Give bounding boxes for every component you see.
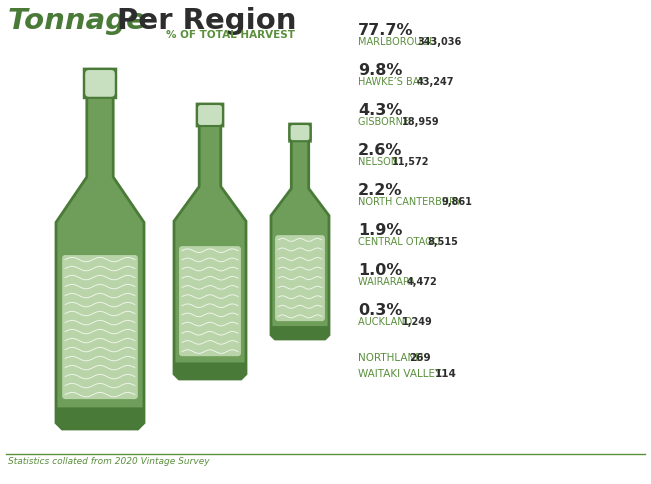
Polygon shape — [271, 125, 329, 339]
Text: Per Region: Per Region — [117, 7, 296, 35]
Text: GISBORNE: GISBORNE — [358, 117, 412, 127]
Text: NORTHLAND: NORTHLAND — [358, 352, 426, 362]
Text: WAIRARAPA: WAIRARAPA — [358, 276, 418, 287]
Polygon shape — [174, 363, 246, 379]
Text: HAWKE’S BAY: HAWKE’S BAY — [358, 77, 428, 87]
Text: 43,247: 43,247 — [417, 77, 454, 87]
Text: 2.2%: 2.2% — [358, 182, 402, 197]
Text: CENTRAL OTAGO: CENTRAL OTAGO — [358, 237, 443, 246]
Text: 4,472: 4,472 — [407, 276, 437, 287]
Text: 9.8%: 9.8% — [358, 63, 402, 78]
Text: 1,249: 1,249 — [402, 317, 433, 326]
Text: 2.6%: 2.6% — [358, 143, 402, 158]
Text: 77.7%: 77.7% — [358, 23, 413, 38]
Text: 114: 114 — [436, 368, 457, 378]
FancyBboxPatch shape — [179, 247, 241, 356]
Text: 8,515: 8,515 — [427, 237, 458, 246]
FancyBboxPatch shape — [84, 70, 116, 99]
Text: 343,036: 343,036 — [417, 37, 462, 47]
Text: WAITAKI VALLEY: WAITAKI VALLEY — [358, 368, 445, 378]
Text: 4.3%: 4.3% — [358, 103, 402, 118]
Text: 0.3%: 0.3% — [358, 302, 402, 318]
Text: Statistics collated from 2020 Vintage Survey: Statistics collated from 2020 Vintage Su… — [8, 456, 210, 465]
Text: Tonnage: Tonnage — [8, 7, 156, 35]
Text: 9,861: 9,861 — [442, 197, 473, 207]
Text: AUCKLAND: AUCKLAND — [358, 317, 415, 326]
Text: NELSON: NELSON — [358, 157, 401, 166]
Polygon shape — [56, 408, 144, 429]
Text: 1.0%: 1.0% — [358, 262, 402, 277]
Polygon shape — [174, 105, 246, 379]
Text: 1.9%: 1.9% — [358, 223, 402, 238]
Text: 11,572: 11,572 — [392, 157, 430, 166]
Text: % OF TOTAL HARVEST: % OF TOTAL HARVEST — [165, 30, 294, 40]
Polygon shape — [56, 70, 144, 429]
Text: 18,959: 18,959 — [402, 117, 439, 127]
FancyBboxPatch shape — [275, 236, 325, 321]
Text: 269: 269 — [409, 352, 430, 362]
Polygon shape — [271, 326, 329, 339]
Text: NORTH CANTERBURY: NORTH CANTERBURY — [358, 197, 464, 207]
FancyBboxPatch shape — [62, 256, 138, 399]
FancyBboxPatch shape — [290, 125, 311, 142]
FancyBboxPatch shape — [197, 105, 223, 127]
Text: MARLBOROUGH: MARLBOROUGH — [358, 37, 439, 47]
